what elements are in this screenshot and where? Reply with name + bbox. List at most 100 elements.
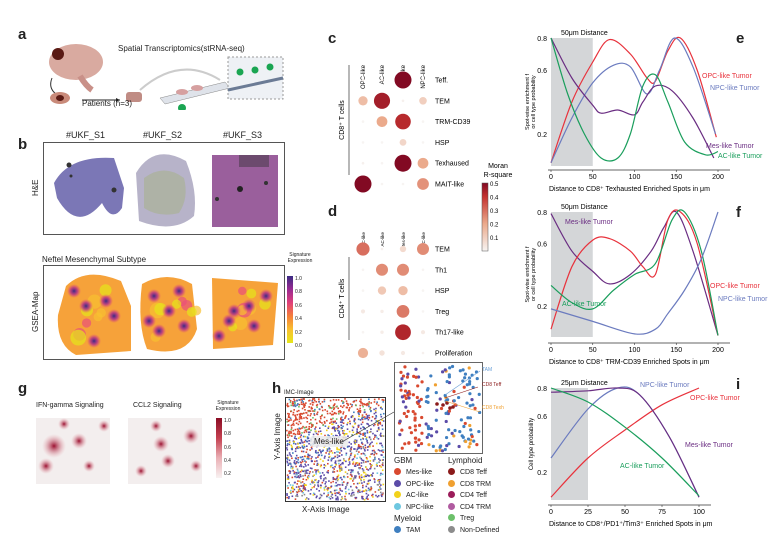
legend-swatch <box>394 479 401 487</box>
imc-cell <box>290 430 292 433</box>
imc-cell <box>342 432 344 434</box>
imc-cell <box>332 406 335 408</box>
imc-cell <box>369 430 372 433</box>
imc-cell <box>351 434 354 437</box>
imc-cell <box>340 418 342 421</box>
imc-cell <box>342 458 345 460</box>
inset-cell <box>438 397 442 401</box>
imc-cell <box>351 475 353 478</box>
imc-cell <box>374 491 377 493</box>
imc-cell <box>317 430 320 433</box>
imc-cell <box>357 444 360 446</box>
imc-cell <box>372 424 375 427</box>
imc-cell <box>379 449 381 452</box>
imc-cell <box>351 429 354 432</box>
imc-cell <box>311 471 314 473</box>
imc-cell <box>323 487 326 489</box>
panel-letter-i: i <box>736 376 741 393</box>
imc-cell <box>356 430 358 432</box>
inset-cell <box>407 441 411 445</box>
imc-cell <box>294 403 296 406</box>
imc-cell <box>294 435 296 438</box>
inset-cell <box>399 388 403 392</box>
inset-cell <box>398 433 402 437</box>
imc-cell <box>334 492 336 495</box>
tick: 0.0 <box>295 343 302 350</box>
tick: 0.4 <box>295 316 302 323</box>
tick: 0.2 <box>224 471 231 478</box>
legend-swatch <box>394 526 401 533</box>
imc-cell <box>294 402 296 404</box>
imc-cell <box>380 494 383 496</box>
imc-cell <box>348 492 351 495</box>
imc-cell <box>286 402 289 405</box>
imc-cell <box>379 459 381 462</box>
imc-cell <box>341 454 343 456</box>
imc-cell <box>303 485 305 488</box>
imc-cell <box>361 490 363 493</box>
legend-swatch <box>394 468 401 475</box>
imc-cell <box>293 460 296 462</box>
legend-label: OPC-like <box>406 480 435 488</box>
imc-cell <box>291 446 293 448</box>
imc-cell <box>297 429 300 431</box>
imc-cell <box>363 478 365 481</box>
dot-d <box>375 263 389 276</box>
inset-cell <box>400 428 404 432</box>
dot-d <box>398 285 408 296</box>
imc-cell <box>374 457 377 460</box>
imc-cell <box>296 433 299 435</box>
imc-cell <box>341 461 344 464</box>
imc-cell <box>306 421 309 423</box>
imc-cell <box>307 456 309 458</box>
imc-cell <box>380 495 383 498</box>
imc-cell <box>355 433 358 435</box>
imc-cell <box>350 493 353 495</box>
imc-cell <box>317 433 319 436</box>
group-label: CD4⁺ T cells <box>339 278 346 318</box>
imc-cell <box>291 466 294 468</box>
series-label: Mes-like Tumor <box>685 442 734 449</box>
imc-cell <box>319 427 321 430</box>
imc-cell <box>323 464 326 466</box>
imc-cell <box>288 495 290 498</box>
imc-cell <box>337 399 340 401</box>
gsea-hotspot <box>99 294 113 308</box>
imc-cell <box>290 465 293 468</box>
imc-cell <box>376 422 379 425</box>
imc-cell <box>379 421 382 424</box>
legend-label: CD8 Teff <box>460 469 487 476</box>
imc-cell <box>288 481 290 484</box>
imc-cell <box>330 495 333 498</box>
imc-cell <box>293 400 296 402</box>
imc-cell <box>340 400 343 402</box>
imc-cell <box>303 493 306 496</box>
imc-cell <box>299 446 301 449</box>
imc-cell <box>358 409 360 412</box>
imc-cell <box>346 402 348 405</box>
inset-cell <box>463 421 467 426</box>
y-tick-label: 0.8 <box>537 386 547 393</box>
legend-label: Treg <box>460 515 475 522</box>
gsea-hotspot <box>87 334 101 348</box>
inset-cell <box>467 366 471 370</box>
imc-cell <box>305 465 307 467</box>
imc-cell <box>347 488 350 491</box>
imc-cell <box>308 425 311 428</box>
imc-cell <box>380 432 382 435</box>
imc-cell <box>355 462 358 464</box>
imc-cell <box>364 418 366 420</box>
inset-cell <box>461 368 465 372</box>
imc-cell <box>364 475 366 478</box>
imc-cell <box>347 459 350 461</box>
imc-cell <box>330 421 333 423</box>
imc-cell <box>354 423 356 425</box>
imc-cell <box>356 448 359 451</box>
imc-cell <box>340 476 342 479</box>
imc-cell <box>335 422 338 424</box>
imc-cell <box>326 488 329 490</box>
imc-cell <box>318 401 321 403</box>
series-label: OPC-like Tumor <box>702 73 752 80</box>
inset-cell <box>458 429 462 434</box>
